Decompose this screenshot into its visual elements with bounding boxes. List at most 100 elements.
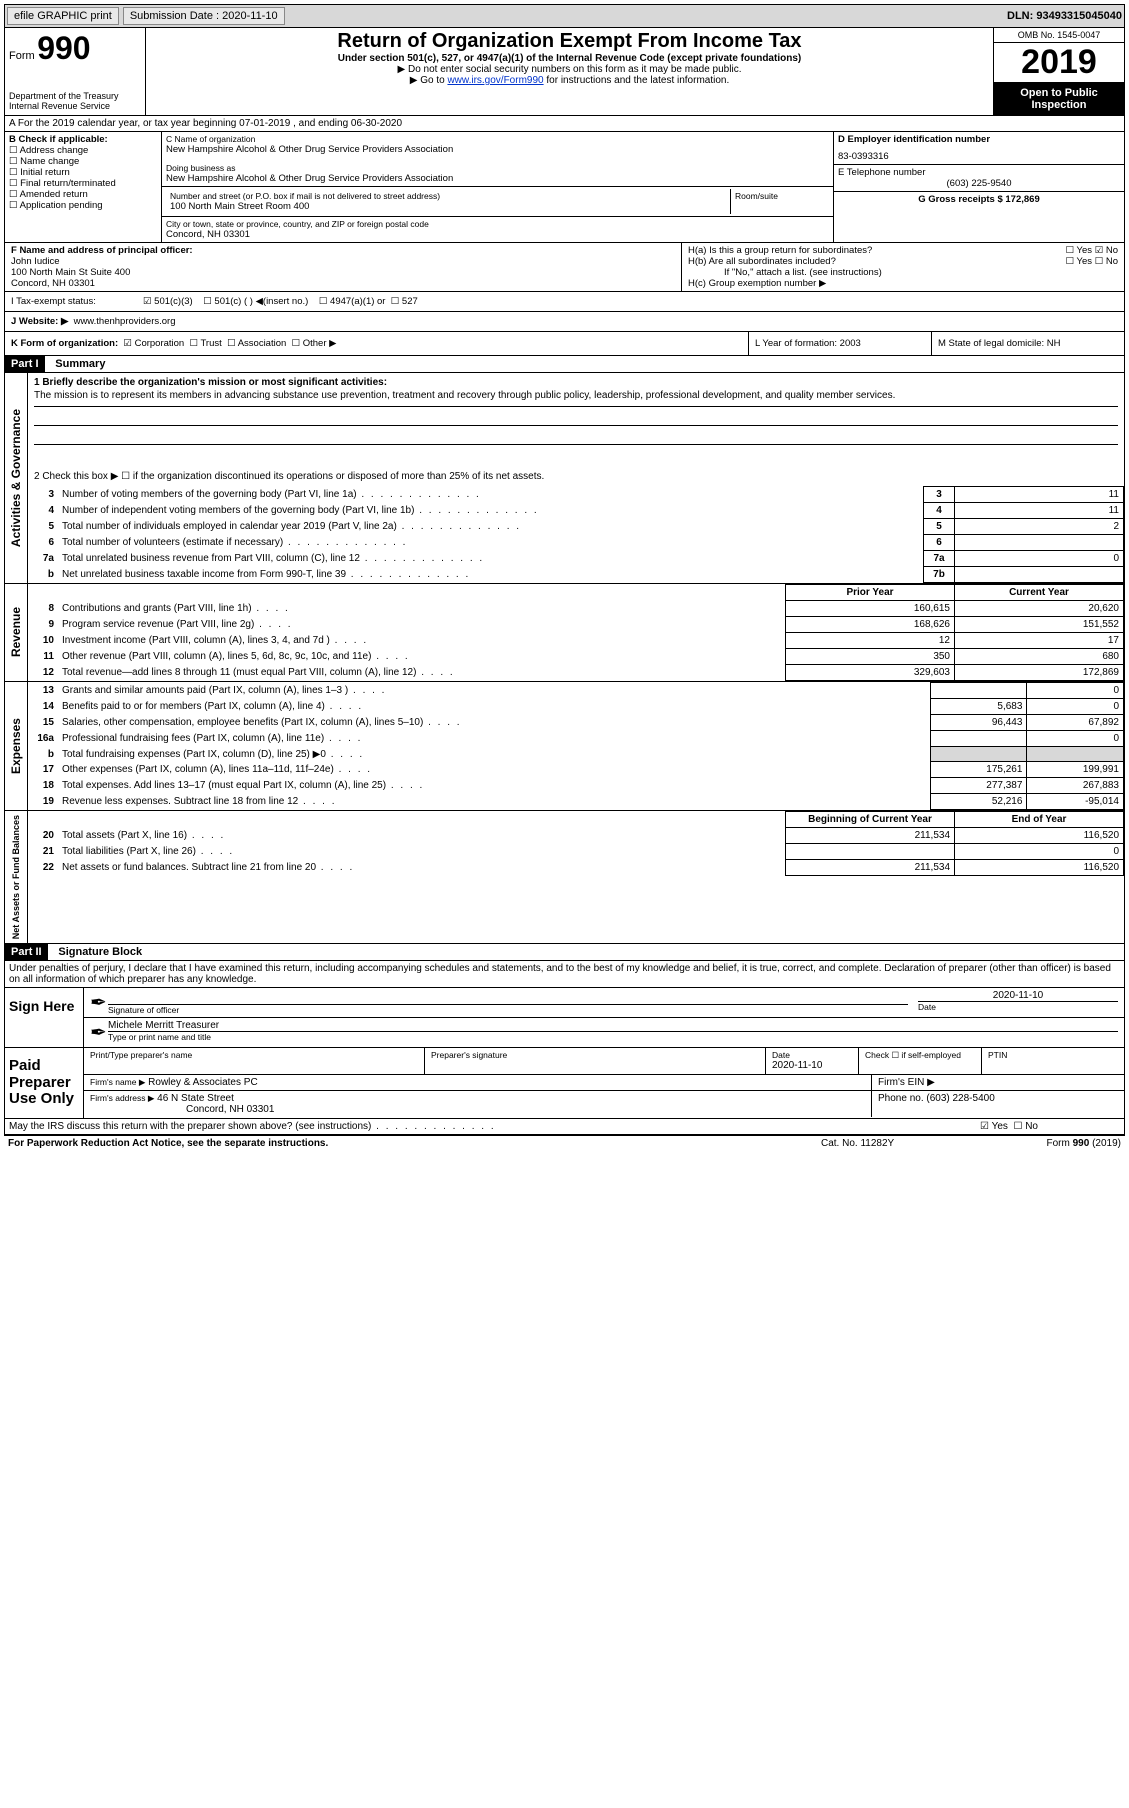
website-value: www.thenhproviders.org [74, 316, 176, 327]
prep-sig-label: Preparer's signature [431, 1050, 759, 1060]
table-row: 7a Total unrelated business revenue from… [28, 551, 1124, 567]
prep-date: 2020-11-10 [772, 1060, 852, 1071]
q1-label: 1 Briefly describe the organization's mi… [34, 377, 1118, 388]
sig-officer-label: Signature of officer [108, 1005, 908, 1015]
hb-note: If "No," attach a list. (see instruction… [688, 267, 1118, 278]
hb-label: H(b) Are all subordinates included? [688, 256, 1066, 267]
chk-final-return[interactable]: Final return/terminated [9, 178, 157, 189]
officer-type-label: Type or print name and title [108, 1032, 1118, 1042]
officer-name: John Iudice [11, 256, 675, 267]
chk-application-pending[interactable]: Application pending [9, 200, 157, 211]
net-assets-table: Beginning of Current YearEnd of Year20 T… [28, 811, 1124, 876]
chk-initial-return[interactable]: Initial return [9, 167, 157, 178]
discuss-question: May the IRS discuss this return with the… [9, 1121, 980, 1132]
firm-ein-label: Firm's EIN ▶ [872, 1075, 1124, 1090]
note-link: ▶ Go to www.irs.gov/Form990 for instruct… [152, 75, 987, 86]
officer-addr1: 100 North Main St Suite 400 [11, 267, 675, 278]
dept-label: Department of the Treasury [9, 91, 141, 101]
part1-tag: Part I [5, 356, 45, 372]
discuss-yes[interactable]: Yes [980, 1121, 1008, 1132]
firm-city: Concord, NH 03301 [90, 1104, 865, 1115]
table-row: 3 Number of voting members of the govern… [28, 487, 1124, 503]
omb-label: OMB No. 1545-0047 [994, 28, 1124, 43]
officer-block: F Name and address of principal officer:… [4, 243, 1125, 292]
form-number: 990 [37, 30, 90, 66]
i-label: I Tax-exempt status: [5, 292, 137, 311]
officer-typed-name: Michele Merritt Treasurer [108, 1020, 1118, 1032]
firm-addr-label: Firm's address ▶ [90, 1093, 154, 1103]
i-501c[interactable]: 501(c) ( ) ◀(insert no.) [203, 296, 308, 307]
sign-here-block: Sign Here ✒ Signature of officer 2020-11… [4, 988, 1125, 1048]
m-label: M State of legal domicile: NH [931, 332, 1124, 355]
i-527[interactable]: 527 [391, 296, 418, 307]
sign-here-label: Sign Here [5, 988, 84, 1047]
i-501c3[interactable]: 501(c)(3) [143, 296, 193, 307]
table-row: 4 Number of independent voting members o… [28, 503, 1124, 519]
firm-addr: 46 N State Street [157, 1093, 234, 1104]
submission-date-button[interactable]: Submission Date : 2020-11-10 [123, 7, 285, 25]
chk-name-change[interactable]: Name change [9, 156, 157, 167]
table-row: 13 Grants and similar amounts paid (Part… [28, 683, 1124, 699]
b-header: B Check if applicable: [9, 134, 157, 145]
city-label: City or town, state or province, country… [166, 219, 829, 229]
i-4947[interactable]: 4947(a)(1) or [319, 296, 386, 307]
ha-yes[interactable]: Yes [1066, 245, 1092, 256]
declaration-text: Under penalties of perjury, I declare th… [4, 961, 1125, 988]
part2-tag: Part II [5, 944, 48, 960]
k-corp[interactable]: Corporation [123, 338, 184, 349]
pen-icon-2: ✒ [90, 1020, 108, 1045]
firm-name: Rowley & Associates PC [148, 1077, 258, 1088]
footer-left: For Paperwork Reduction Act Notice, see … [8, 1138, 821, 1149]
page-footer: For Paperwork Reduction Act Notice, see … [4, 1135, 1125, 1151]
side-governance: Activities & Governance [7, 405, 25, 551]
side-revenue: Revenue [7, 603, 25, 661]
revenue-section: Revenue Prior YearCurrent Year8 Contribu… [4, 584, 1125, 682]
part1-title: Summary [47, 358, 105, 370]
table-row: 21 Total liabilities (Part X, line 26)0 [28, 844, 1124, 860]
expenses-section: Expenses 13 Grants and similar amounts p… [4, 682, 1125, 811]
table-row: 5 Total number of individuals employed i… [28, 519, 1124, 535]
klm-row: K Form of organization: Corporation Trus… [4, 332, 1125, 356]
dba-value: New Hampshire Alcohol & Other Drug Servi… [166, 173, 829, 184]
footer-right: Form 990 (2019) [981, 1138, 1121, 1149]
efile-button[interactable]: efile GRAPHIC print [7, 7, 119, 25]
table-row: 14 Benefits paid to or for members (Part… [28, 699, 1124, 715]
table-row: 9 Program service revenue (Part VIII, li… [28, 617, 1124, 633]
hb-yes[interactable]: Yes [1066, 256, 1092, 267]
pen-icon: ✒ [90, 990, 108, 1015]
top-bar: efile GRAPHIC print Submission Date : 20… [4, 4, 1125, 28]
hb-no[interactable]: No [1095, 256, 1118, 267]
k-trust[interactable]: Trust [190, 338, 222, 349]
sig-date: 2020-11-10 [918, 990, 1118, 1002]
form-header: Form 990 Department of the Treasury Inte… [4, 28, 1125, 116]
note-ssn: ▶ Do not enter social security numbers o… [152, 64, 987, 75]
paid-preparer-label: Paid Preparer Use Only [5, 1048, 84, 1118]
street-label: Number and street (or P.O. box if mail i… [170, 191, 726, 201]
tax-exempt-row: I Tax-exempt status: 501(c)(3) 501(c) ( … [4, 292, 1125, 312]
form-word: Form [9, 50, 35, 62]
f-label: F Name and address of principal officer: [11, 245, 675, 256]
chk-amended[interactable]: Amended return [9, 189, 157, 200]
form990-link[interactable]: www.irs.gov/Form990 [447, 75, 543, 86]
officer-addr2: Concord, NH 03301 [11, 278, 675, 289]
check-self-employed[interactable]: Check ☐ if self-employed [865, 1050, 975, 1061]
table-row: b Total fundraising expenses (Part IX, c… [28, 747, 1124, 762]
k-other[interactable]: Other ▶ [292, 338, 337, 349]
g-label: G Gross receipts $ 172,869 [838, 194, 1120, 205]
table-row: 18 Total expenses. Add lines 13–17 (must… [28, 778, 1124, 794]
table-row: 15 Salaries, other compensation, employe… [28, 715, 1124, 731]
mission-text: The mission is to represent its members … [34, 388, 1118, 407]
dln-label: DLN: 93493315045040 [1007, 10, 1122, 22]
chk-address-change[interactable]: Address change [9, 145, 157, 156]
side-netassets: Net Assets or Fund Balances [9, 811, 23, 943]
activities-governance-section: Activities & Governance 1 Briefly descri… [4, 373, 1125, 584]
d-label: D Employer identification number [838, 134, 1120, 145]
discuss-no[interactable]: No [1013, 1121, 1038, 1132]
table-row: b Net unrelated business taxable income … [28, 567, 1124, 583]
firm-name-label: Firm's name ▶ [90, 1077, 145, 1087]
table-row: 17 Other expenses (Part IX, column (A), … [28, 762, 1124, 778]
k-assoc[interactable]: Association [227, 338, 286, 349]
prep-date-label: Date [772, 1050, 852, 1060]
ha-no[interactable]: No [1095, 245, 1118, 256]
ptin-label: PTIN [988, 1050, 1118, 1060]
